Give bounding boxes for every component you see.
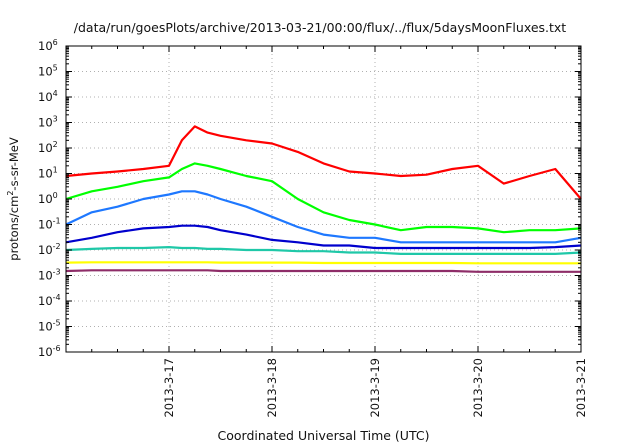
series-line-5 <box>65 246 582 255</box>
y-tick-exponent: 5 <box>53 64 58 73</box>
y-tick-base: 10 <box>38 141 53 155</box>
y-tick-base: 10 <box>38 218 53 232</box>
y-tick-base: 10 <box>38 167 53 181</box>
y-axis-label-prefix: protons/cm <box>7 196 21 261</box>
y-tick-base: 10 <box>38 65 53 79</box>
series-line-7 <box>65 269 581 273</box>
x-tick-label: 2013-3-17 <box>162 358 176 418</box>
chart-title: /data/run/goesPlots/archive/2013-03-21/0… <box>73 20 567 35</box>
x-axis-label: Coordinated Universal Time (UTC) <box>217 428 430 443</box>
y-tick-label: 106 <box>38 38 58 53</box>
y-tick-base: 10 <box>38 345 53 359</box>
y-tick-exponent: 6 <box>53 38 58 47</box>
y-tick-exponent: -1 <box>53 217 61 226</box>
x-tick-label: 2013-3-18 <box>265 358 279 418</box>
y-tick-base: 10 <box>38 39 53 53</box>
y-tick-exponent: 0 <box>53 191 58 200</box>
y-tick-base: 10 <box>38 90 53 104</box>
y-tick-label: 10-1 <box>38 217 61 232</box>
y-tick-label: 10-3 <box>38 268 61 283</box>
y-tick-label: 103 <box>38 115 58 130</box>
y-tick-label: 105 <box>38 64 58 79</box>
y-tick-label: 10-4 <box>38 293 61 308</box>
series-line-3 <box>65 190 582 244</box>
x-axis-ticks: 2013-3-17 2013-3-18 2013-3-19 2013-3-20 2013… <box>91 46 588 418</box>
grid-lines <box>66 46 581 352</box>
y-tick-label: 102 <box>38 140 58 155</box>
y-tick-exponent: 3 <box>53 115 58 124</box>
y-tick-label: 100 <box>38 191 58 206</box>
y-tick-exponent: -2 <box>53 242 61 251</box>
y-tick-base: 10 <box>38 116 53 130</box>
y-tick-exponent: -4 <box>53 293 61 302</box>
y-tick-base: 10 <box>38 294 53 308</box>
series-line-6 <box>65 261 581 265</box>
y-tick-exponent: -3 <box>53 268 61 277</box>
y-axis-label-sup: 2 <box>6 191 15 196</box>
y-tick-label: 10-2 <box>38 242 61 257</box>
y-tick-label: 10-5 <box>38 319 61 334</box>
y-axis-label-suffix: -s-sr-MeV <box>7 137 21 190</box>
y-tick-label: 104 <box>38 89 58 104</box>
y-axis-ticks: 10-610-510-410-310-210-11001011021031041… <box>38 38 581 359</box>
series-lines <box>65 125 582 273</box>
x-tick-label: 2013-3-19 <box>368 358 382 418</box>
series-line-1 <box>65 125 582 200</box>
y-tick-exponent: 4 <box>53 89 58 98</box>
series-line-4 <box>65 224 582 250</box>
series-line-2 <box>65 162 582 234</box>
y-tick-base: 10 <box>38 269 53 283</box>
y-tick-base: 10 <box>38 192 53 206</box>
y-tick-exponent: 1 <box>53 166 58 175</box>
x-tick-label: 2013-3-20 <box>471 358 485 418</box>
y-tick-label: 101 <box>38 166 58 181</box>
x-tick-label: 2013-3-21 <box>574 358 588 418</box>
y-axis-label: protons/cm2-s-sr-MeV <box>6 137 21 261</box>
y-tick-exponent: -6 <box>53 344 61 353</box>
y-tick-base: 10 <box>38 320 53 334</box>
y-tick-label: 10-6 <box>38 344 61 359</box>
y-tick-exponent: -5 <box>53 319 61 328</box>
y-tick-exponent: 2 <box>53 140 58 149</box>
y-tick-base: 10 <box>38 243 53 257</box>
